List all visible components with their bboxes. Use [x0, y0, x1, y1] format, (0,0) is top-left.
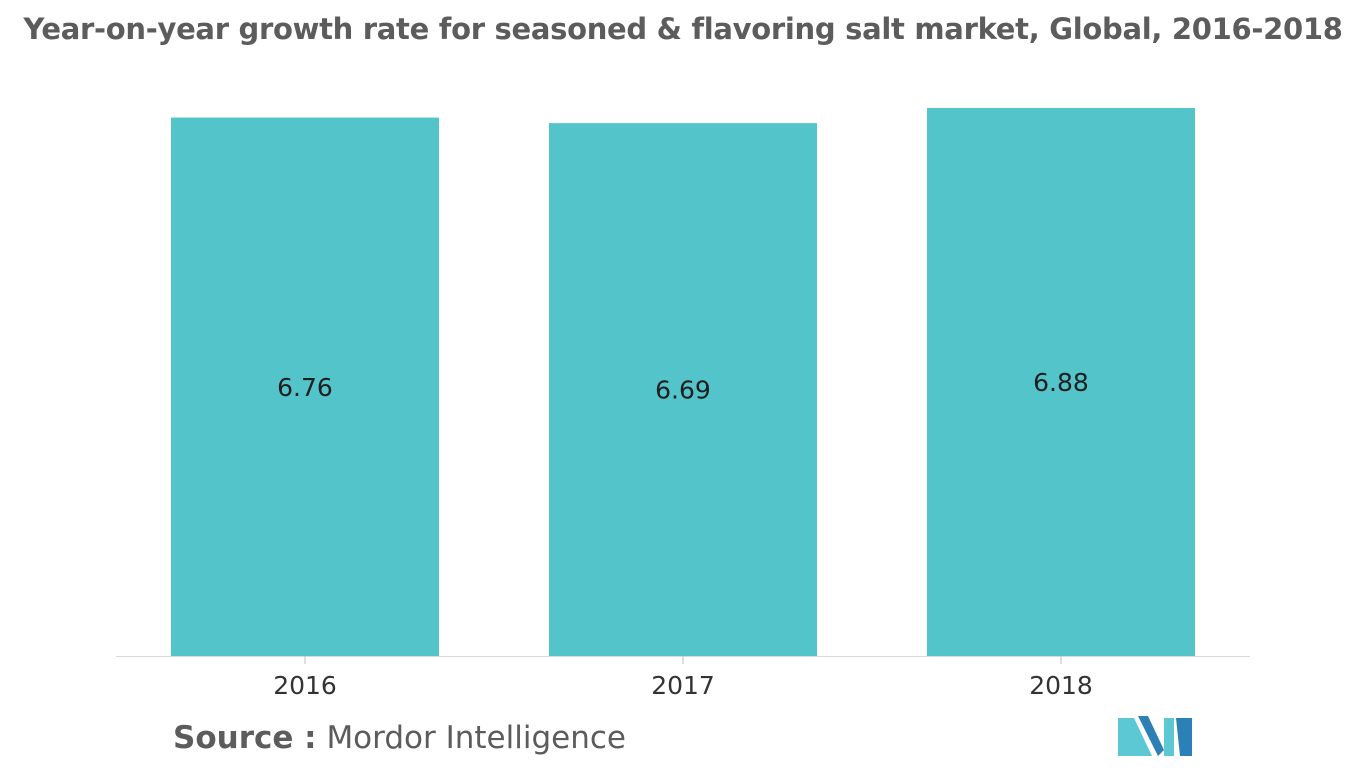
logo-shape-middle — [1138, 716, 1164, 756]
logo-shape-right — [1176, 718, 1192, 756]
logo-shape-bar — [1164, 718, 1174, 756]
mordor-intelligence-logo-icon — [1118, 716, 1192, 756]
bars-group: 6.76 6.69 6.88 — [171, 108, 1195, 657]
logo-shape-left — [1118, 718, 1152, 756]
x-ticks-group: 2016 2017 2018 — [273, 656, 1093, 700]
source-name: Mordor Intelligence — [326, 720, 626, 756]
x-tick-label-2017: 2017 — [651, 671, 715, 700]
data-label-2016: 6.76 — [277, 373, 333, 402]
data-label-2017: 6.69 — [655, 376, 711, 405]
data-label-2018: 6.88 — [1033, 368, 1089, 397]
x-tick-label-2016: 2016 — [273, 671, 337, 700]
bar-2018 — [927, 108, 1195, 656]
source-prefix: Source : — [173, 720, 317, 756]
x-tick-label-2018: 2018 — [1029, 671, 1093, 700]
chart-title: Year-on-year growth rate for seasoned & … — [23, 12, 1343, 46]
bar-2017 — [549, 123, 817, 656]
source-note: Source : Mordor Intelligence — [173, 720, 626, 756]
bar-2016 — [171, 117, 439, 657]
